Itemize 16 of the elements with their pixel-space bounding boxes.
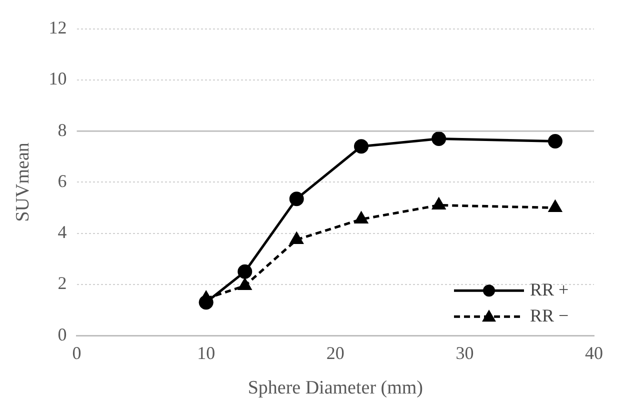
x-axis-title: Sphere Diameter (mm) [248,378,423,399]
y-tick-label: 4 [58,222,67,242]
y-axis-title: SUVmean [12,142,34,222]
y-tick-label: 6 [58,170,67,191]
x-tick-label: 0 [72,343,82,364]
y-tick-label: 8 [58,120,67,140]
y-tick-label: 0 [58,324,67,344]
y-tick-label: 10 [48,68,67,89]
legend-label: RR + [530,279,569,300]
y-tick-label: 2 [58,273,67,294]
x-tick-label: 30 [456,343,474,364]
x-tick-label: 40 [585,343,603,364]
y-tick-label: 12 [48,18,67,38]
x-tick-label: 20 [326,343,344,364]
legend-label: RR − [530,305,569,326]
x-tick-label: 10 [197,343,216,364]
